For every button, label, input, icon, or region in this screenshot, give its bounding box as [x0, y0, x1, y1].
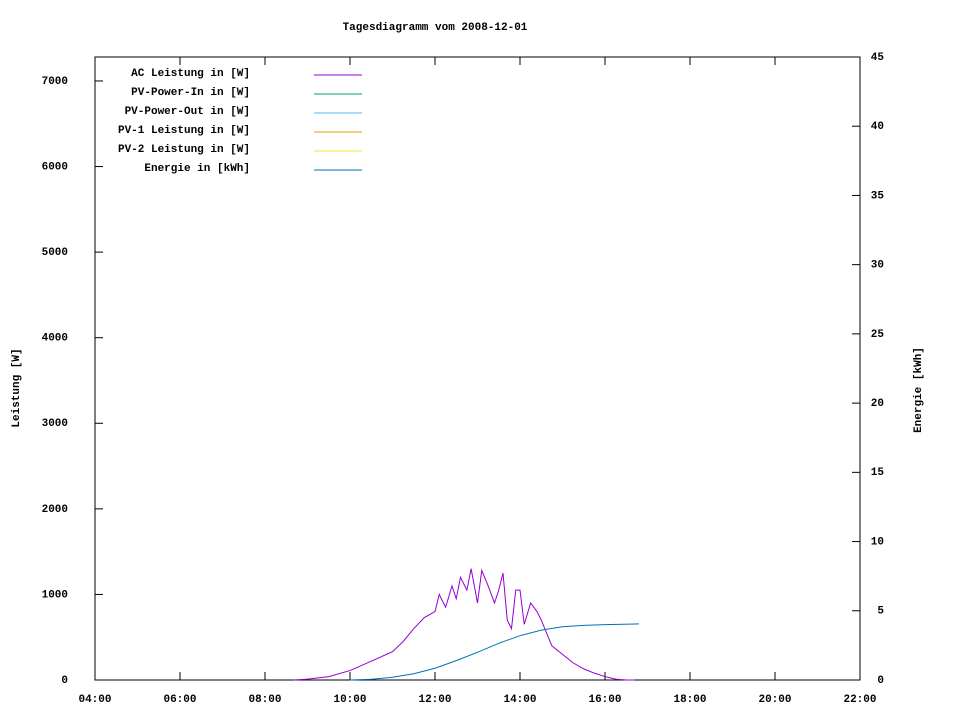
y2-tick-label: 45 — [871, 52, 885, 64]
y2-axis-label: Energie [kWh] — [913, 347, 925, 433]
x-tick-label: 08:00 — [248, 694, 281, 706]
series-line — [349, 623, 640, 681]
y2-tick-label: 15 — [871, 467, 885, 479]
y2-tick-label: 30 — [871, 260, 884, 272]
y2-tick-label: 5 — [877, 606, 884, 618]
legend-label: PV-2 Leistung in [W] — [118, 144, 250, 156]
legend-label: Energie in [kWh] — [144, 163, 250, 175]
y-tick-label: 7000 — [42, 76, 68, 88]
y2-tick-label: 25 — [871, 329, 885, 341]
legend-label: PV-Power-In in [W] — [131, 87, 250, 99]
y-tick-label: 4000 — [42, 333, 68, 345]
y-tick-label: 3000 — [42, 418, 68, 430]
y2-tick-label: 35 — [871, 190, 885, 202]
x-tick-label: 22:00 — [843, 694, 876, 706]
legend-label: PV-Power-Out in [W] — [125, 106, 250, 118]
y2-tick-label: 20 — [871, 398, 884, 410]
y-axis-label: Leistung [W] — [11, 348, 23, 427]
y2-tick-label: 40 — [871, 121, 884, 133]
y-tick-label: 2000 — [42, 504, 68, 516]
y-tick-label: 1000 — [42, 589, 68, 601]
legend-label: PV-1 Leistung in [W] — [118, 125, 250, 137]
y2-tick-label: 10 — [871, 536, 884, 548]
y2-tick-label: 0 — [877, 675, 884, 687]
legend-label: AC Leistung in [W] — [131, 68, 250, 80]
x-tick-label: 14:00 — [503, 694, 536, 706]
x-tick-label: 20:00 — [758, 694, 791, 706]
x-tick-label: 10:00 — [333, 694, 366, 706]
y-tick-label: 0 — [61, 675, 68, 687]
y-tick-label: 5000 — [42, 247, 68, 259]
x-tick-label: 18:00 — [673, 694, 706, 706]
series-line — [293, 568, 635, 681]
x-tick-label: 04:00 — [78, 694, 111, 706]
x-tick-label: 16:00 — [588, 694, 621, 706]
x-tick-label: 12:00 — [418, 694, 451, 706]
x-tick-label: 06:00 — [163, 694, 196, 706]
plot-frame — [94, 56, 861, 681]
chart-title: Tagesdiagramm vom 2008-12-01 — [343, 22, 528, 34]
y-tick-label: 6000 — [42, 161, 68, 173]
